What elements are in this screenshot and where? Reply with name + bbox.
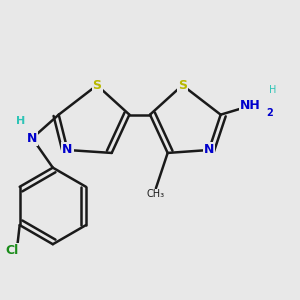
Text: S: S — [178, 79, 187, 92]
Text: 2: 2 — [266, 108, 273, 118]
Text: Cl: Cl — [5, 244, 18, 256]
Text: N: N — [62, 143, 73, 157]
Text: S: S — [92, 79, 101, 92]
Text: H: H — [16, 116, 25, 126]
Text: N: N — [204, 143, 214, 157]
Text: N: N — [27, 132, 38, 145]
Text: CH₃: CH₃ — [147, 189, 165, 199]
Text: H: H — [268, 85, 276, 94]
Text: NH: NH — [240, 99, 260, 112]
